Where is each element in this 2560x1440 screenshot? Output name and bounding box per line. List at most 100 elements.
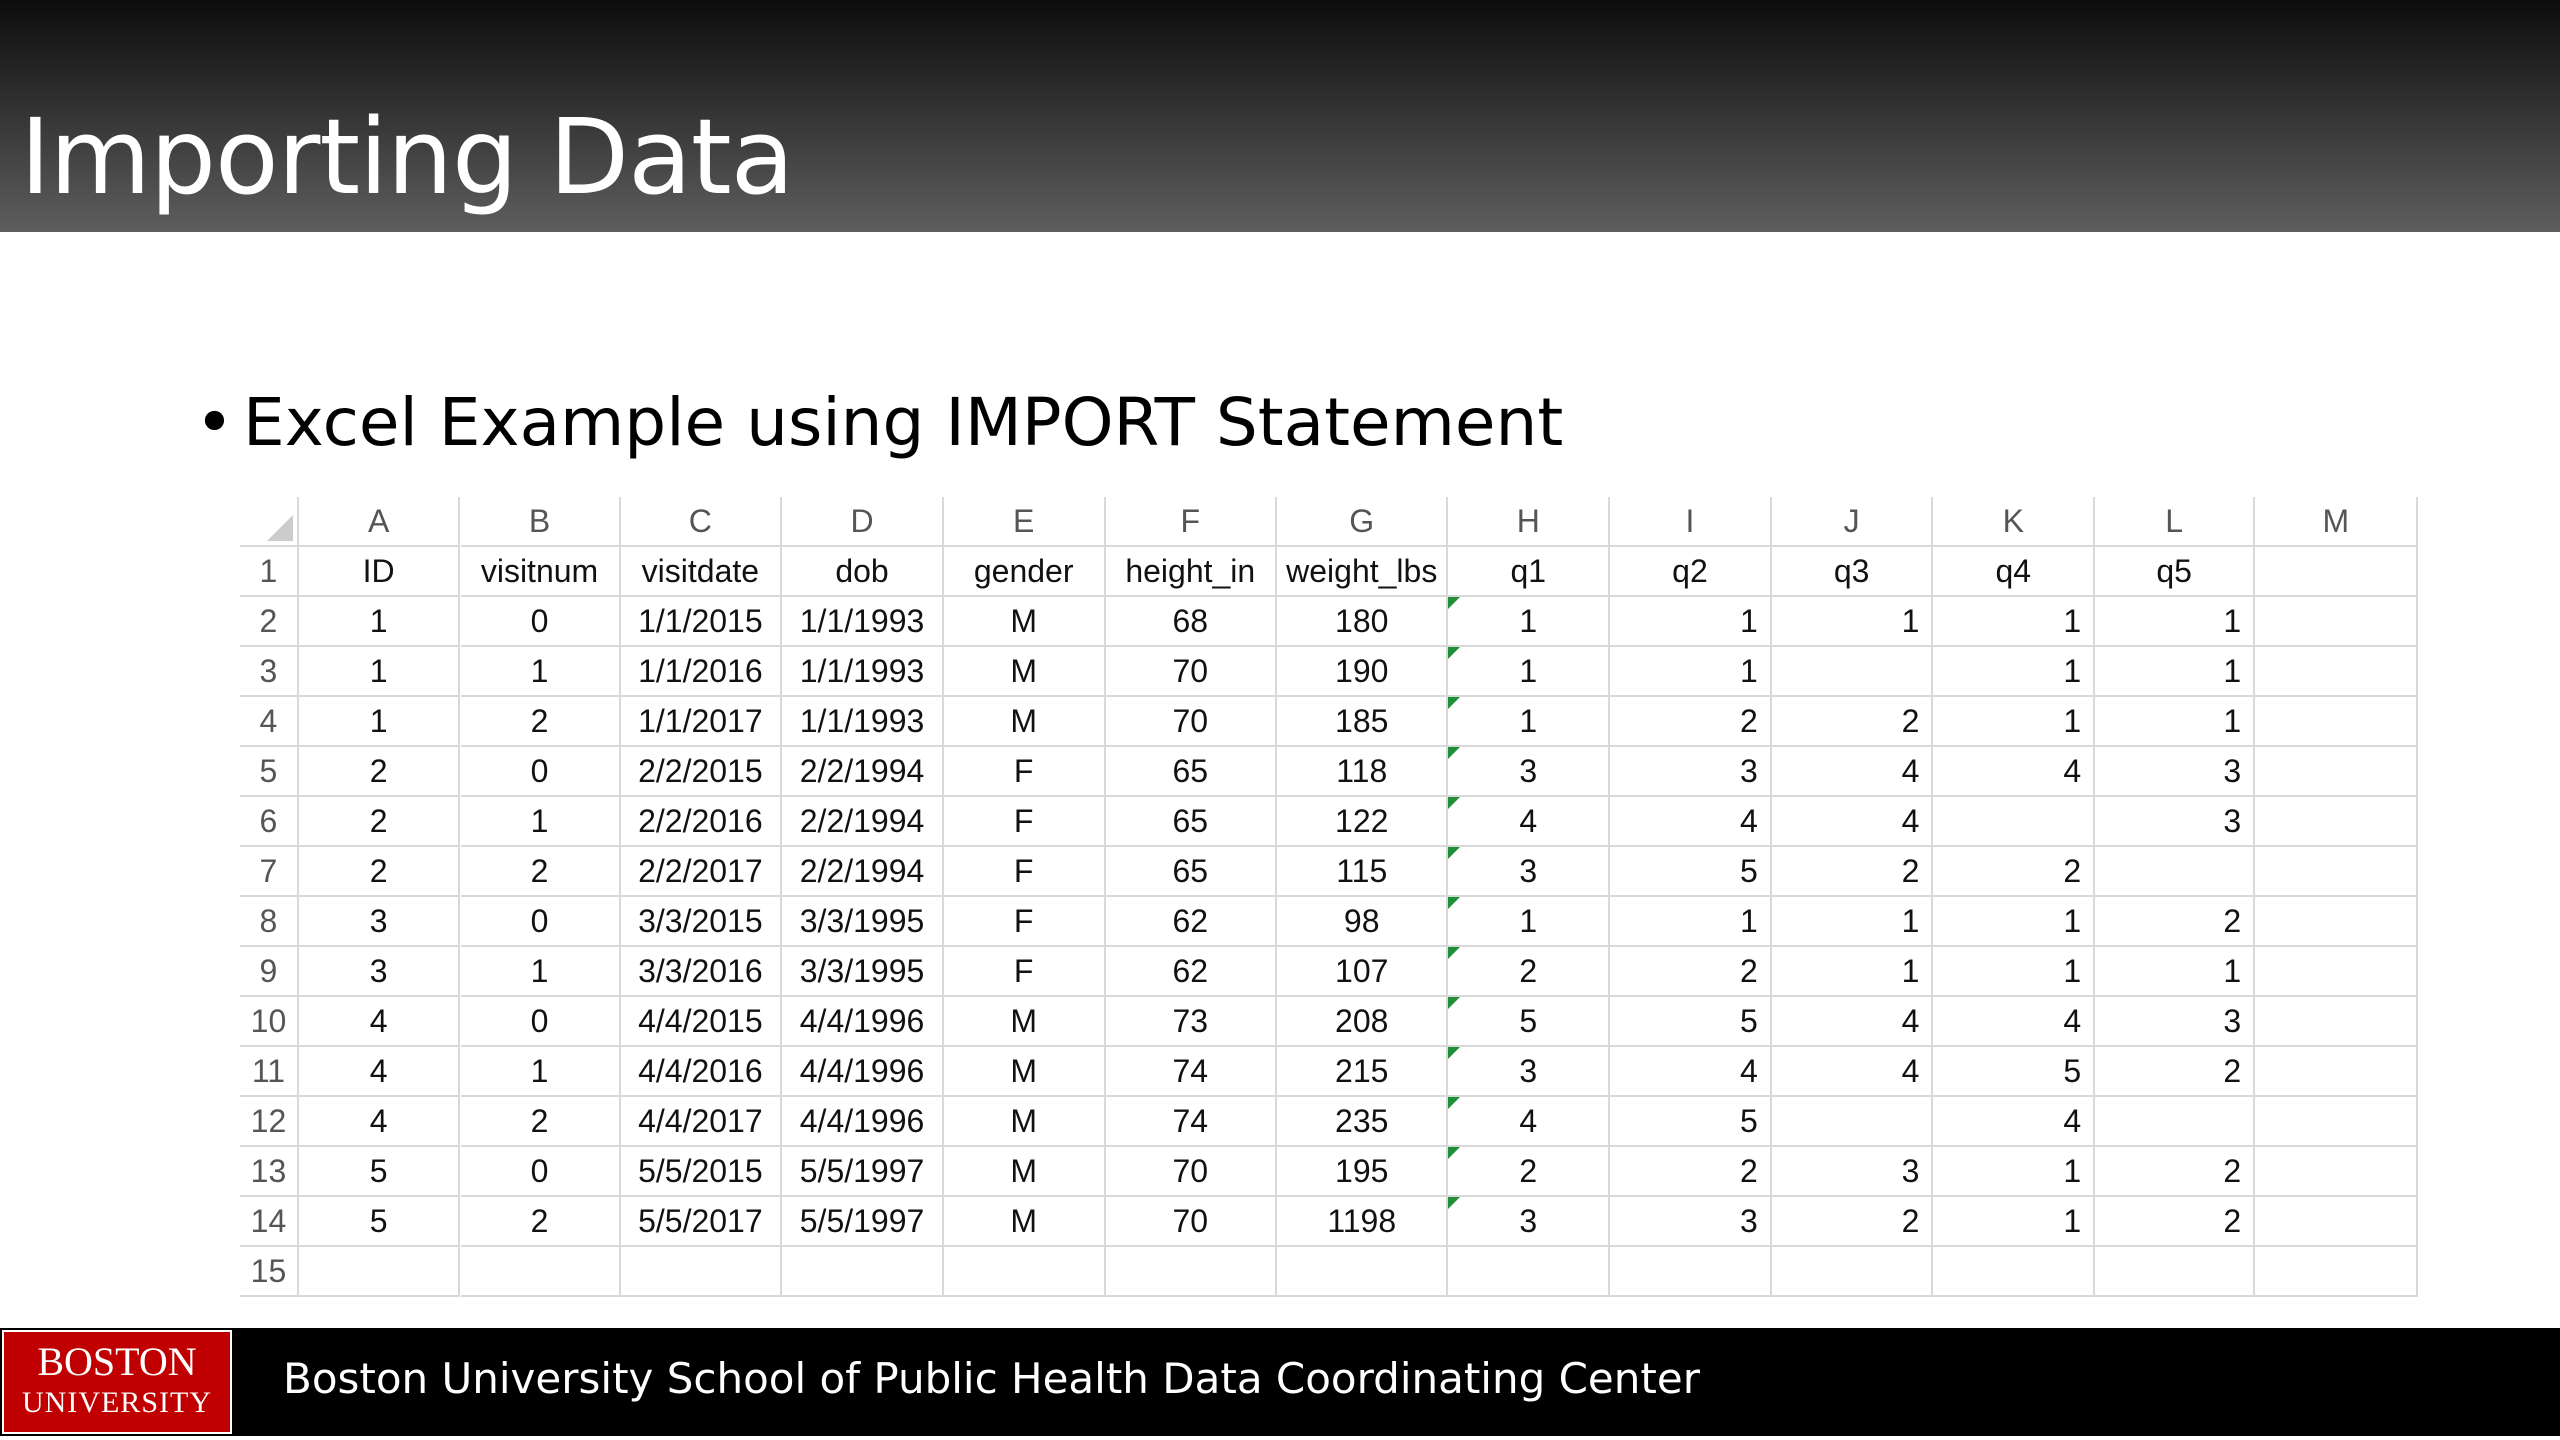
cell: 1 bbox=[1448, 647, 1611, 697]
logo: BOSTON UNIVERSITY bbox=[2, 1330, 232, 1434]
cell: 115 bbox=[1277, 847, 1449, 897]
cell: 1198 bbox=[1277, 1197, 1449, 1247]
column-header: F bbox=[1105, 497, 1277, 547]
row-header: 6 bbox=[240, 797, 299, 847]
cell: 1 bbox=[1771, 947, 1934, 997]
cell: 4 bbox=[1771, 997, 1934, 1047]
cell: 65 bbox=[1105, 847, 1277, 897]
cell: 208 bbox=[1277, 997, 1449, 1047]
cell: 62 bbox=[1105, 897, 1277, 947]
cell: dob bbox=[782, 547, 944, 597]
cell: 73 bbox=[1105, 997, 1277, 1047]
cell bbox=[2095, 1097, 2256, 1147]
cell: 2 bbox=[1610, 1147, 1772, 1197]
column-header: M bbox=[2255, 497, 2419, 547]
column-header: E bbox=[943, 497, 1106, 547]
row-header: 9 bbox=[240, 947, 299, 997]
cell: 4 bbox=[1933, 997, 2096, 1047]
footer-bar bbox=[0, 1328, 2560, 1436]
cell: 4 bbox=[1610, 797, 1772, 847]
cell: 1/1/2017 bbox=[620, 697, 783, 747]
cell: 2 bbox=[1771, 1197, 1934, 1247]
cell bbox=[2255, 697, 2419, 747]
cell: 4/4/2016 bbox=[620, 1047, 783, 1097]
cell bbox=[2255, 947, 2419, 997]
row-header: 2 bbox=[240, 597, 299, 647]
cell: 3 bbox=[1610, 1197, 1772, 1247]
cell bbox=[620, 1247, 783, 1297]
cell: 180 bbox=[1277, 597, 1449, 647]
cell: F bbox=[943, 747, 1106, 797]
cell: 3 bbox=[2095, 997, 2256, 1047]
cell: 4/4/2017 bbox=[620, 1097, 783, 1147]
cell: 70 bbox=[1105, 647, 1277, 697]
cell: 2 bbox=[1771, 697, 1934, 747]
cell: 2 bbox=[2095, 1047, 2256, 1097]
cell: 62 bbox=[1105, 947, 1277, 997]
cell: 1/1/1993 bbox=[782, 597, 944, 647]
cell: 5/5/1997 bbox=[782, 1147, 944, 1197]
cell: 4/4/1996 bbox=[782, 1097, 944, 1147]
cell: 3/3/2015 bbox=[620, 897, 783, 947]
cell: 1 bbox=[1933, 947, 2096, 997]
cell: 65 bbox=[1105, 747, 1277, 797]
column-header: K bbox=[1933, 497, 2096, 547]
cell: 98 bbox=[1277, 897, 1449, 947]
cell: 1 bbox=[1448, 697, 1611, 747]
row-header: 5 bbox=[240, 747, 299, 797]
cell bbox=[2255, 1197, 2419, 1247]
cell bbox=[1105, 1247, 1277, 1297]
cell: 2/2/1994 bbox=[782, 747, 944, 797]
slide-title: Importing Data bbox=[20, 96, 794, 218]
cell bbox=[2255, 747, 2419, 797]
cell: M bbox=[943, 597, 1106, 647]
cell bbox=[2255, 1247, 2419, 1297]
cell: 5 bbox=[298, 1147, 461, 1197]
cell bbox=[2255, 847, 2419, 897]
cell: 5 bbox=[1610, 997, 1772, 1047]
cell: 4 bbox=[298, 1047, 461, 1097]
row-header: 1 bbox=[240, 547, 299, 597]
cell: 3 bbox=[1448, 1197, 1611, 1247]
cell bbox=[1277, 1247, 1449, 1297]
logo-line: UNIVERSITY bbox=[22, 1386, 212, 1419]
cell bbox=[2255, 997, 2419, 1047]
cell bbox=[1771, 1097, 1934, 1147]
cell: 2/2/2015 bbox=[620, 747, 783, 797]
cell bbox=[2255, 597, 2419, 647]
row-header: 13 bbox=[240, 1147, 299, 1197]
cell bbox=[2255, 647, 2419, 697]
cell bbox=[1933, 1247, 2096, 1297]
cell: q1 bbox=[1448, 547, 1611, 597]
row-header: 4 bbox=[240, 697, 299, 747]
cell: 5 bbox=[1610, 1097, 1772, 1147]
cell: 1 bbox=[1933, 1147, 2096, 1197]
cell: 1 bbox=[1933, 897, 2096, 947]
cell: 70 bbox=[1105, 1147, 1277, 1197]
cell: 4 bbox=[1448, 797, 1611, 847]
cell: q3 bbox=[1771, 547, 1934, 597]
column-header: L bbox=[2095, 497, 2256, 547]
cell bbox=[298, 1247, 461, 1297]
cell: 2 bbox=[460, 1097, 621, 1147]
cell: 0 bbox=[460, 597, 621, 647]
cell: height_in bbox=[1105, 547, 1277, 597]
cell: ID bbox=[298, 547, 461, 597]
column-header: I bbox=[1610, 497, 1772, 547]
logo-line: BOSTON bbox=[37, 1339, 197, 1384]
row-header: 10 bbox=[240, 997, 299, 1047]
cell: 1 bbox=[1933, 647, 2096, 697]
corner-cell bbox=[240, 497, 299, 547]
cell: 5 bbox=[298, 1197, 461, 1247]
cell: M bbox=[943, 1147, 1106, 1197]
cell: 1 bbox=[460, 797, 621, 847]
column-header: C bbox=[620, 497, 783, 547]
cell: 4 bbox=[1610, 1047, 1772, 1097]
bullet-marker: • bbox=[195, 384, 234, 461]
cell: 2 bbox=[1610, 947, 1772, 997]
cell: 2 bbox=[2095, 1197, 2256, 1247]
cell bbox=[2095, 1247, 2256, 1297]
cell: 1 bbox=[1933, 597, 2096, 647]
cell bbox=[1448, 1247, 1611, 1297]
cell bbox=[1610, 1247, 1772, 1297]
